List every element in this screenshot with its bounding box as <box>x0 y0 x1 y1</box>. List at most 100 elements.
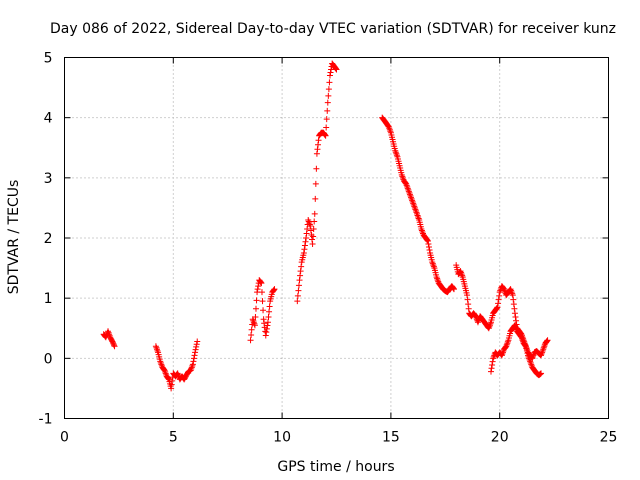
data-point-interp <box>193 343 200 350</box>
data-point-interp <box>324 107 331 114</box>
data-point-interp <box>464 296 471 303</box>
data-point <box>303 235 310 241</box>
data-point-interp <box>424 237 431 244</box>
data-point <box>494 304 501 311</box>
data-point <box>511 310 518 317</box>
data-point <box>322 132 329 139</box>
data-point-interp <box>323 124 330 131</box>
data-point-interp <box>258 289 265 296</box>
data-point-interp <box>510 301 517 308</box>
axis-ticks: 0 5 10 15 20 25 -1 0 1 2 3 4 5 <box>39 51 618 446</box>
data-point <box>313 150 320 157</box>
x-tick-label: 0 <box>60 430 69 446</box>
data-point-interp <box>165 375 172 382</box>
data-point <box>251 322 258 329</box>
data-point-interp <box>495 300 502 307</box>
data-point <box>307 222 314 229</box>
series-segment-4 <box>294 60 340 305</box>
data-point-interp <box>266 303 273 310</box>
chart-title: Day 086 of 2022, Sidereal Day-to-day VTE… <box>50 21 616 37</box>
data-point-interp <box>322 131 329 138</box>
data-point-interp <box>266 308 273 315</box>
data-point-interp <box>522 342 529 349</box>
data-point <box>168 385 175 392</box>
data-point-interp <box>190 358 197 365</box>
data-point-interp <box>495 296 502 303</box>
data-point-interp <box>265 313 272 320</box>
data-point <box>544 337 551 344</box>
data-point <box>262 332 269 339</box>
data-point-interp <box>252 313 259 320</box>
data-point-interp <box>252 305 259 312</box>
data-point-interp <box>309 236 316 243</box>
data-point <box>451 286 458 293</box>
data-point-interp <box>254 286 261 293</box>
data-point-interp <box>430 262 437 269</box>
series-segment-6 <box>453 262 551 362</box>
data-point-interp <box>263 325 270 332</box>
data-point <box>300 250 307 257</box>
x-axis-label: GPS time / hours <box>277 459 394 475</box>
data-point-interp <box>393 150 400 157</box>
data-point-interp <box>260 307 267 314</box>
data-point <box>258 280 265 287</box>
data-point-interp <box>253 297 260 304</box>
data-point-interp <box>294 292 301 299</box>
data-point <box>464 292 471 299</box>
y-tick-label: 2 <box>44 231 53 247</box>
data-point-interp <box>297 268 304 275</box>
data-point-interp <box>310 233 317 240</box>
y-tick-label: -1 <box>39 412 53 428</box>
data-point-interp <box>270 286 277 293</box>
data-point-interp <box>325 86 332 93</box>
data-point-interp <box>303 230 310 237</box>
data-point-interp <box>304 225 311 232</box>
series-segment-1 <box>100 328 118 350</box>
data-point-interp <box>301 246 308 253</box>
data-point <box>189 361 196 368</box>
data-point-interp <box>301 242 308 249</box>
data-point <box>333 66 340 73</box>
data-point-interp <box>544 338 551 345</box>
data-point <box>311 210 318 217</box>
plot-frame <box>64 57 609 419</box>
grid-lines <box>64 57 609 419</box>
x-tick-label: 10 <box>273 430 291 446</box>
data-point-interp <box>425 244 432 251</box>
data-point <box>247 337 254 344</box>
x-tick-label: 5 <box>169 430 178 446</box>
data-points <box>100 60 551 392</box>
data-point-interp <box>315 137 322 144</box>
data-point-interp <box>512 313 519 320</box>
data-point <box>296 277 303 284</box>
data-point-interp <box>193 341 200 348</box>
data-point <box>324 99 331 106</box>
data-point-interp <box>511 305 518 312</box>
data-point <box>424 238 431 245</box>
data-point-interp <box>326 79 333 86</box>
data-point <box>294 298 301 305</box>
y-axis-label: SDTVAR / TECUs <box>6 180 22 295</box>
data-point-interp <box>307 227 314 234</box>
data-point <box>309 241 316 248</box>
data-point <box>487 368 494 375</box>
data-point-interp <box>153 346 160 353</box>
data-point-interp <box>489 358 496 365</box>
series-segment-2 <box>152 338 201 392</box>
data-point-interp <box>465 301 472 308</box>
data-point-interp <box>312 180 319 187</box>
data-point <box>192 349 199 356</box>
data-point-interp <box>264 322 271 329</box>
data-point-interp <box>190 355 197 362</box>
x-tick-label: 20 <box>491 430 509 446</box>
y-tick-label: 5 <box>44 51 53 67</box>
x-tick-label: 15 <box>382 430 400 446</box>
data-point <box>509 292 516 299</box>
data-point-interp <box>169 377 176 384</box>
y-tick-label: 0 <box>44 351 53 367</box>
data-point-interp <box>257 279 264 286</box>
x-tick-label: 25 <box>600 430 618 446</box>
data-point-interp <box>297 272 304 279</box>
data-point-interp <box>323 116 330 123</box>
